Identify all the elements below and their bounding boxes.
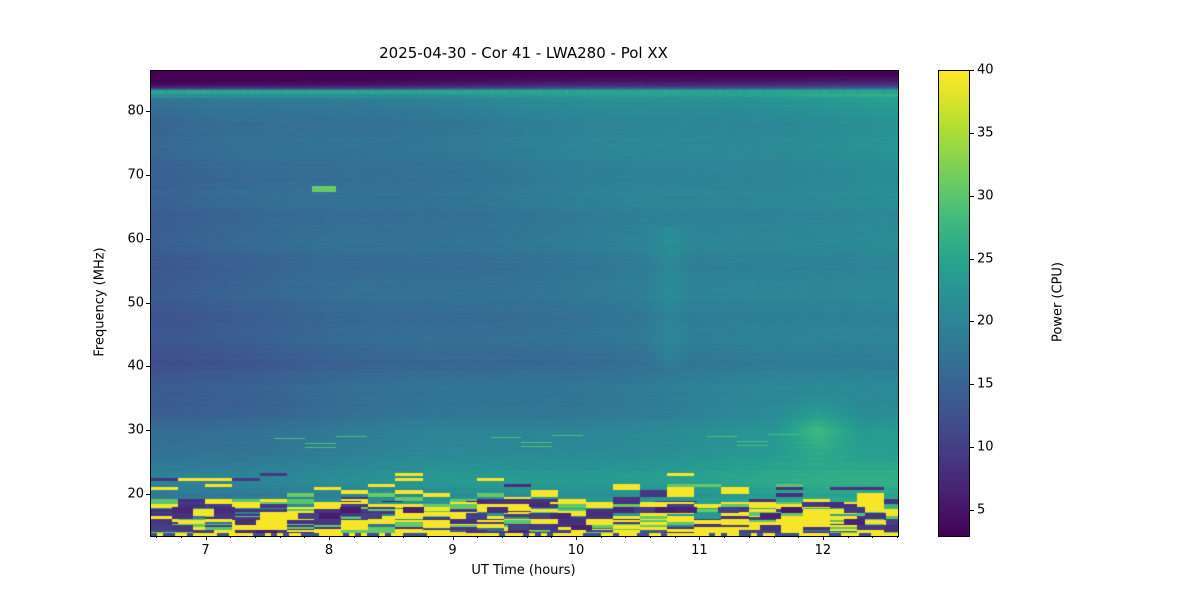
x-tick-minor [748,536,750,538]
colorbar-tick-label: 35 [977,125,994,141]
x-tick-label: 10 [567,543,585,558]
x-tick-minor [650,536,652,538]
colorbar-tick-label: 5 [977,502,986,518]
x-axis-label: UT Time (hours) [471,563,576,578]
y-tick-mark [146,238,150,240]
x-tick-label: 11 [691,543,708,558]
colorbar-tick-mark [970,509,974,511]
x-tick-minor [403,536,405,538]
y-tick-label: 80 [127,103,144,119]
x-tick-label: 12 [814,543,832,558]
colorbar-tick-label: 10 [977,439,994,455]
x-tick-minor [773,536,775,538]
spectrogram-image [151,71,898,536]
colorbar-label: Power (CPU) [1050,262,1066,343]
colorbar-tick-label: 20 [977,313,994,329]
colorbar-gradient [939,71,969,536]
page-title: 2025-04-30 - Cor 41 - LWA280 - Pol XX [379,44,668,62]
y-axis-label: Frequency (MHz) [92,247,108,357]
x-tick-minor [798,536,800,538]
y-tick-mark [146,302,150,304]
colorbar-tick-mark [970,384,974,386]
colorbar-tick-mark [970,132,974,134]
x-tick-minor [600,536,602,538]
colorbar-tick-mark [970,447,974,449]
x-tick-mark [329,536,331,540]
x-tick-minor [724,536,726,538]
y-tick-mark [146,175,150,177]
x-tick-mark [699,536,701,540]
y-tick-mark [146,493,150,495]
x-tick-mark [822,536,824,540]
colorbar-tick-mark [970,321,974,323]
x-tick-minor [526,536,528,538]
x-tick-minor [477,536,479,538]
x-tick-label: 7 [201,543,210,558]
x-tick-minor [353,536,355,538]
y-tick-mark [146,366,150,368]
colorbar-tick-label: 15 [977,376,994,392]
spectrogram-axes[interactable] [150,70,899,537]
x-tick-minor [674,536,676,538]
x-tick-label: 9 [448,543,457,558]
x-tick-minor [230,536,232,538]
y-tick-mark [146,111,150,113]
x-tick-minor [872,536,874,538]
colorbar-tick-mark [970,195,974,197]
colorbar-tick-label: 25 [977,251,994,266]
x-tick-minor [427,536,429,538]
x-tick-minor [378,536,380,538]
x-tick-minor [501,536,503,538]
x-tick-mark [575,536,577,540]
x-tick-minor [304,536,306,538]
x-tick-mark [205,536,207,540]
y-tick-label: 30 [127,422,144,438]
y-tick-label: 50 [127,295,144,310]
x-tick-minor [156,536,158,538]
colorbar-tick-label: 30 [977,188,994,204]
x-tick-minor [625,536,627,538]
colorbar-tick-mark [970,258,974,260]
x-tick-minor [254,536,256,538]
y-tick-label: 40 [127,358,144,374]
x-tick-label: 8 [324,543,334,558]
y-tick-label: 60 [127,231,144,247]
x-tick-minor [279,536,281,538]
colorbar-tick-label: 40 [977,62,994,78]
colorbar-tick-mark [970,70,974,71]
x-tick-minor [897,536,898,538]
y-tick-mark [146,429,150,431]
y-tick-label: 20 [127,486,144,502]
x-tick-minor [180,536,182,538]
x-tick-mark [452,536,454,540]
x-tick-minor [847,536,849,538]
y-tick-label: 70 [127,167,144,183]
colorbar [938,70,970,537]
x-tick-minor [551,536,553,538]
